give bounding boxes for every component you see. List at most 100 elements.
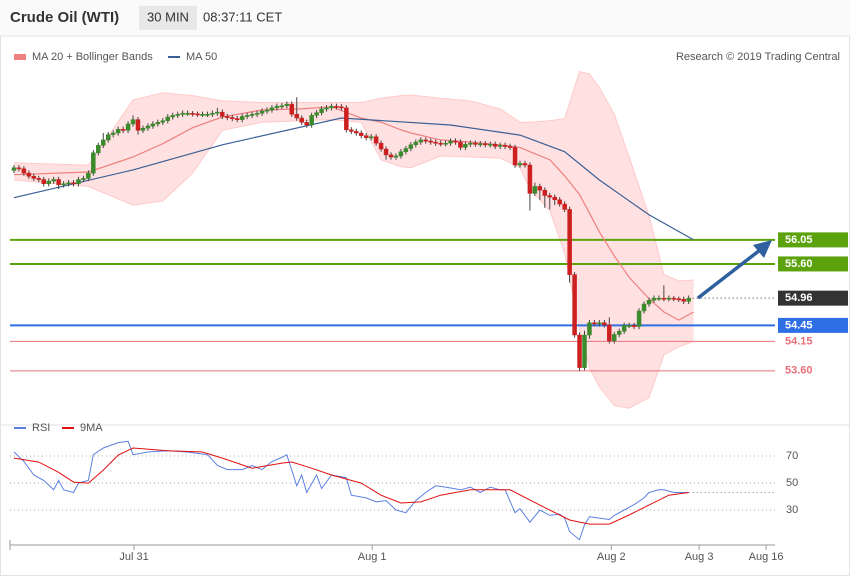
candle-body: [279, 105, 285, 108]
candle-body: [274, 106, 280, 109]
candle-body: [11, 167, 17, 171]
candle-body: [631, 325, 637, 327]
candle-body: [552, 196, 557, 201]
candle-body: [264, 109, 270, 112]
candle-body: [651, 297, 657, 301]
arrow-shaft: [696, 248, 762, 300]
candle-body: [230, 117, 235, 119]
candle-body: [145, 125, 151, 129]
rsi-line: [13, 440, 689, 541]
candle-body: [577, 334, 582, 368]
ma50-line: [13, 117, 694, 241]
candle-body: [349, 129, 354, 132]
candle-body: [354, 131, 359, 134]
level-label-box: [778, 317, 848, 333]
candle-body: [210, 112, 215, 115]
candle-body: [16, 167, 22, 170]
trend-arrow: [696, 240, 772, 300]
candle-body: [656, 297, 662, 300]
candle-body: [463, 143, 468, 148]
level-label-box: [778, 256, 848, 272]
candle-body: [681, 298, 686, 302]
candle-body: [567, 209, 572, 275]
candle-body: [239, 116, 245, 120]
candle-body: [175, 114, 180, 116]
candle-body: [110, 132, 116, 135]
level-label-box: [778, 232, 848, 248]
candle-body: [36, 178, 42, 180]
y-tick-label: 70: [786, 450, 798, 462]
candle-body: [616, 331, 622, 335]
candle-body: [61, 183, 66, 186]
candle-body: [607, 324, 612, 342]
x-tick-label: Aug 16: [749, 551, 784, 563]
candle-body: [423, 139, 428, 142]
candle-body: [319, 108, 324, 113]
candle-body: [453, 140, 458, 143]
candle-body: [626, 325, 632, 327]
candle-body: [190, 112, 195, 115]
candle-body: [413, 141, 419, 146]
candle-body: [522, 163, 528, 166]
candle-body: [329, 106, 334, 109]
candle-body: [314, 112, 319, 116]
candle-body: [200, 114, 205, 116]
candle-body: [51, 179, 56, 182]
candle-body: [666, 297, 672, 300]
candle-body: [646, 300, 652, 305]
candle-body: [115, 129, 121, 134]
candle-body: [676, 298, 682, 301]
level-label: 56.05: [785, 234, 813, 246]
candle-body: [502, 145, 508, 147]
level-label: 53.60: [785, 365, 813, 377]
level-label: 54.15: [785, 335, 813, 347]
candle-body: [358, 132, 364, 136]
candle-body: [612, 334, 617, 342]
candle-body: [160, 120, 166, 123]
candle-body: [671, 297, 677, 300]
candle-body: [363, 135, 369, 139]
y-tick-label: 50: [786, 477, 798, 489]
x-tick-label: Aug 1: [358, 551, 387, 563]
bollinger-lower: [13, 119, 694, 409]
candle-body: [225, 116, 230, 118]
candle-body: [304, 122, 309, 126]
candle-body: [234, 118, 240, 121]
candle-body: [254, 112, 260, 115]
candle-body: [76, 179, 81, 185]
candle-body: [86, 172, 91, 179]
level-label: 54.45: [785, 319, 813, 331]
candle-body: [309, 115, 314, 126]
interval: 30 MIN: [147, 9, 189, 24]
candle-body: [487, 143, 493, 146]
candle-body: [71, 182, 76, 185]
candle-body: [418, 139, 424, 143]
timestamp: 08:37:11 CET: [203, 9, 282, 24]
candle-body: [195, 113, 200, 116]
candle-body: [294, 114, 300, 119]
candle-body: [81, 178, 86, 180]
x-tick-label: Aug 2: [597, 551, 626, 563]
level-label: 54.96: [785, 292, 813, 304]
candle-body: [180, 112, 185, 115]
candle-body: [105, 134, 111, 141]
candle-body: [512, 147, 518, 166]
candle-body: [205, 114, 210, 116]
legend-label: MA 50: [186, 51, 217, 63]
candle-body: [249, 114, 255, 116]
candle-body: [532, 186, 538, 194]
candle-body: [140, 127, 146, 131]
candle-body: [284, 103, 290, 106]
candle-body: [572, 274, 577, 336]
legend-swatch: [14, 54, 26, 60]
candle-body: [398, 151, 404, 157]
candle-body: [66, 182, 71, 185]
legend-label: MA 20 + Bollinger Bands: [32, 51, 153, 63]
candle-body: [537, 186, 543, 191]
candle-body: [388, 154, 394, 158]
candle-body: [324, 107, 329, 110]
candle-body: [91, 152, 96, 174]
candle-body: [185, 112, 190, 115]
candle-body: [592, 322, 597, 325]
